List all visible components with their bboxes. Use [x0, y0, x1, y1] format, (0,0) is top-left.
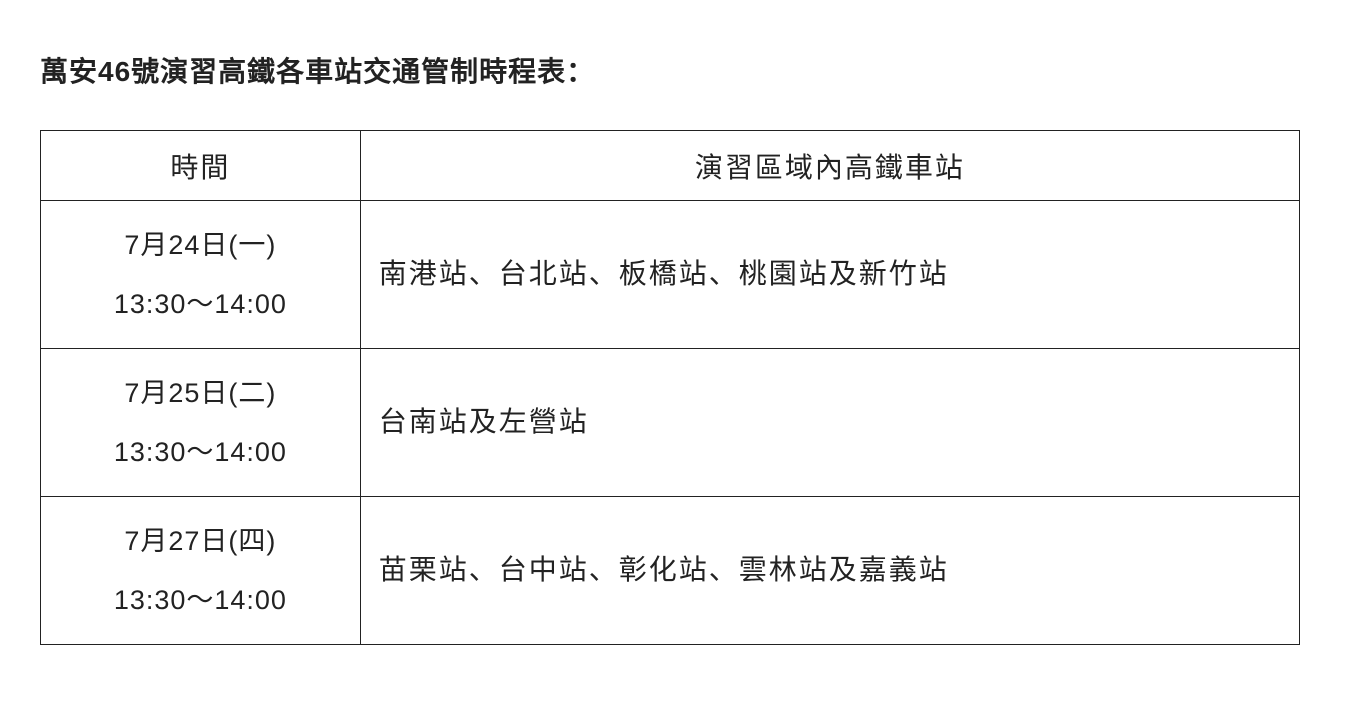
header-time: 時間	[41, 131, 361, 201]
cell-stations: 台南站及左營站	[360, 349, 1299, 497]
date-text: 7月27日(四)	[51, 521, 350, 562]
cell-stations: 苗栗站、台中站、彰化站、雲林站及嘉義站	[360, 497, 1299, 645]
page-title: 萬安46號演習高鐵各車站交通管制時程表：	[40, 50, 1322, 90]
cell-time: 7月27日(四) 13:30～14:00	[41, 497, 361, 645]
cell-stations: 南港站、台北站、板橋站、桃園站及新竹站	[360, 201, 1299, 349]
table-row: 7月24日(一) 13:30～14:00 南港站、台北站、板橋站、桃園站及新竹站	[41, 201, 1300, 349]
table-row: 7月25日(二) 13:30～14:00 台南站及左營站	[41, 349, 1300, 497]
time-text: 13:30～14:00	[51, 284, 350, 325]
cell-time: 7月25日(二) 13:30～14:00	[41, 349, 361, 497]
schedule-table: 時間 演習區域內高鐵車站 7月24日(一) 13:30～14:00 南港站、台北…	[40, 130, 1300, 645]
table-row: 7月27日(四) 13:30～14:00 苗栗站、台中站、彰化站、雲林站及嘉義站	[41, 497, 1300, 645]
date-text: 7月24日(一)	[51, 225, 350, 266]
table-header-row: 時間 演習區域內高鐵車站	[41, 131, 1300, 201]
date-text: 7月25日(二)	[51, 373, 350, 414]
time-text: 13:30～14:00	[51, 432, 350, 473]
time-text: 13:30～14:00	[51, 580, 350, 621]
cell-time: 7月24日(一) 13:30～14:00	[41, 201, 361, 349]
header-stations: 演習區域內高鐵車站	[360, 131, 1299, 201]
